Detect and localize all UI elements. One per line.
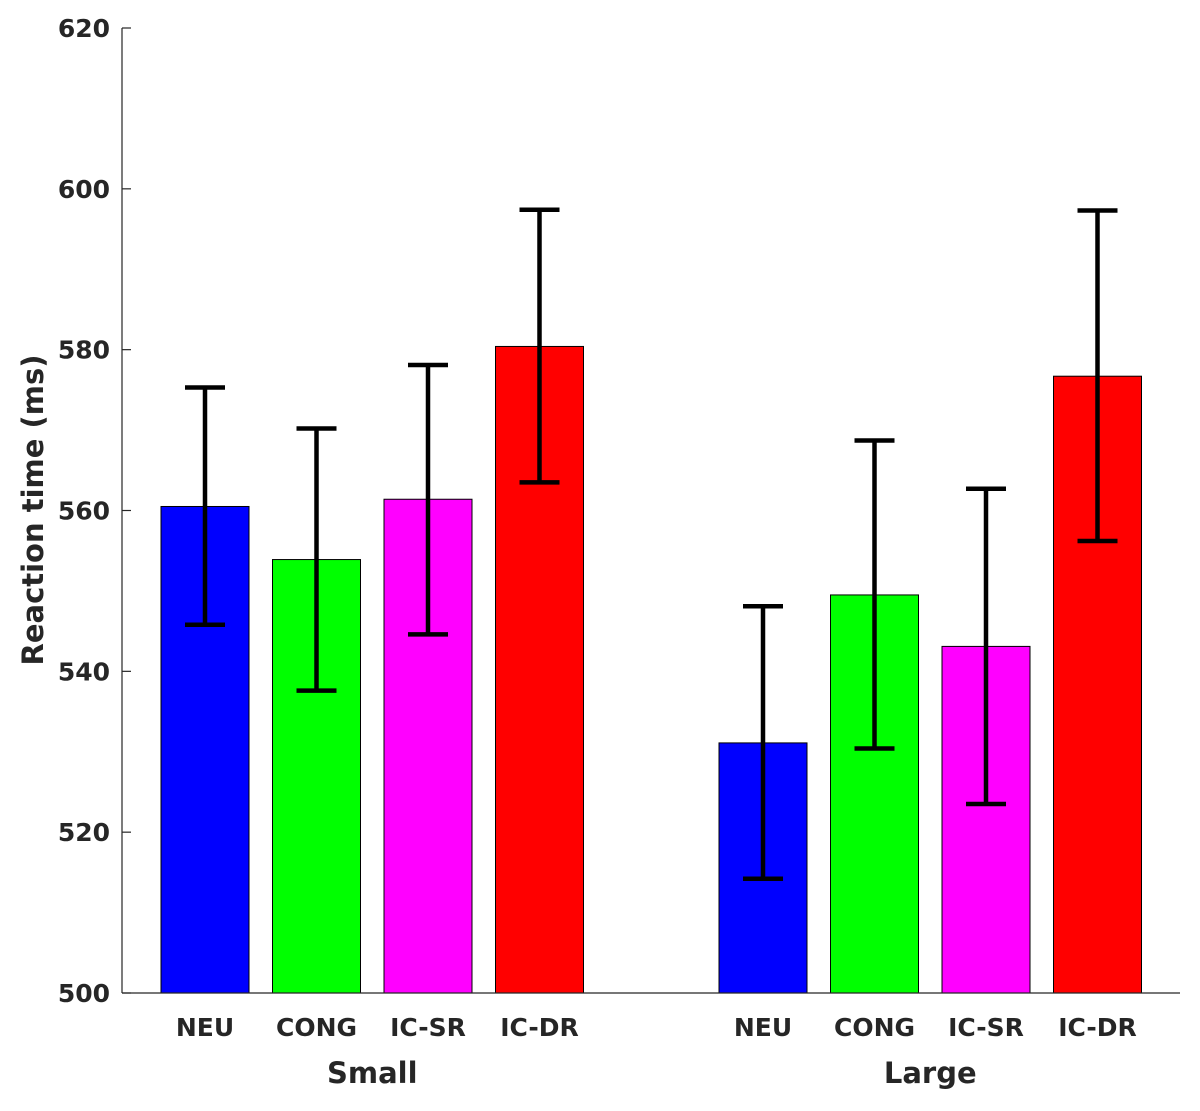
x-category-label: IC-SR xyxy=(948,1013,1024,1042)
error-bar-small-ic-dr xyxy=(519,207,560,485)
error-bars-layer xyxy=(185,207,1118,882)
x-category-label: NEU xyxy=(176,1013,234,1042)
x-category-label: CONG xyxy=(834,1013,915,1042)
x-category-label: IC-DR xyxy=(1058,1013,1137,1042)
y-tick-label: 620 xyxy=(58,14,110,43)
bars-layer xyxy=(160,345,1142,994)
y-axis-label: Reaction time (ms) xyxy=(16,355,50,666)
y-tick-label: 540 xyxy=(58,657,110,686)
error-bar-large-ic-dr xyxy=(1077,208,1118,544)
error-bar-large-cong xyxy=(854,438,895,751)
x-group-label-small: Small xyxy=(327,1056,418,1090)
y-tick-label: 600 xyxy=(58,175,110,204)
y-tick-label: 500 xyxy=(58,979,110,1008)
x-labels-layer: NEU CONG IC-SR IC-DR Small NEU CONG IC-SR IC-DR L… xyxy=(176,1013,1137,1090)
x-category-label: NEU xyxy=(734,1013,792,1042)
error-bar-large-neu xyxy=(743,603,783,882)
error-bar-large-ic-sr xyxy=(966,486,1006,807)
y-tick-label: 520 xyxy=(58,818,110,847)
x-group-label-large: Large xyxy=(884,1056,977,1090)
y-tick-label: 580 xyxy=(58,336,110,365)
x-category-label: CONG xyxy=(276,1013,357,1042)
error-bar-small-ic-sr xyxy=(408,362,448,637)
y-ticks-layer: 500 520 540 560 580 600 620 xyxy=(58,14,131,1008)
error-bar-small-cong xyxy=(296,426,337,693)
x-category-label: IC-SR xyxy=(390,1013,466,1042)
y-tick-label: 560 xyxy=(58,497,110,526)
x-category-label: IC-DR xyxy=(500,1013,579,1042)
error-bar-small-neu xyxy=(185,385,225,627)
